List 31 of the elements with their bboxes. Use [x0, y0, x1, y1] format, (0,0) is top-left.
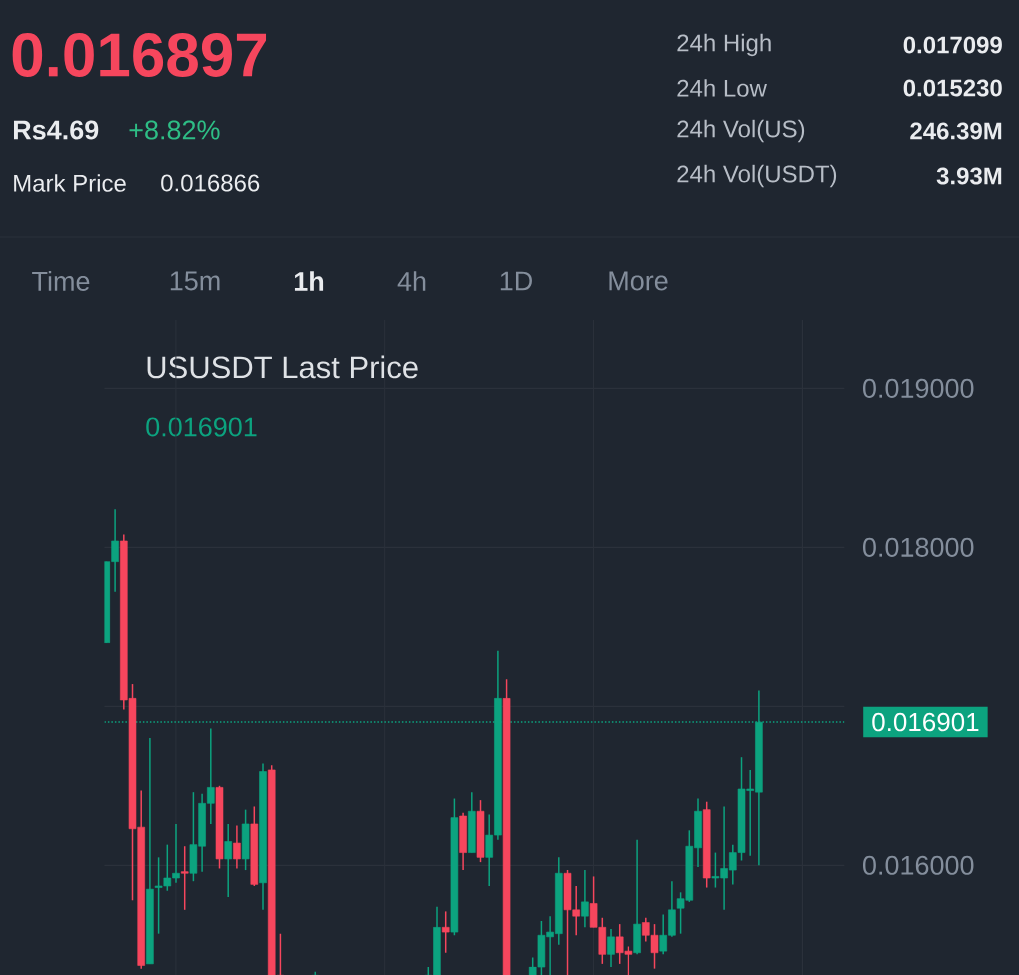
ref-line-label: 0.016901 [872, 712, 979, 732]
text: 0.017099 [903, 36, 1002, 54]
text: 0.015230 [903, 79, 1002, 97]
text: 246.39M [910, 122, 1002, 140]
text: +8.82% [129, 120, 220, 140]
text: 24h Vol(US) [677, 119, 805, 143]
text: 15m [170, 271, 220, 291]
y-tick-label: 0.019000 [862, 378, 974, 398]
text: 0.016866 [161, 174, 260, 192]
text: 24h Vol(USDT) [677, 164, 837, 188]
y-tick-label: 0.016000 [862, 855, 974, 875]
candlestick [441, 910, 450, 954]
text: 1D [500, 271, 532, 291]
text: 0.016897 [12, 33, 267, 77]
text: Time [32, 271, 90, 291]
candlestick [607, 928, 615, 968]
text: 24h Low [677, 79, 767, 97]
y-tick-label: 0.018000 [862, 537, 974, 557]
candlestick [233, 824, 241, 870]
text: 4h [397, 271, 426, 291]
text: 3.93M [936, 167, 1002, 185]
text: 1h [294, 271, 324, 291]
candlestick [224, 823, 232, 898]
text: USUSDT Last Price [147, 355, 418, 379]
text: More [609, 271, 668, 291]
text: 0.016901 [146, 417, 257, 437]
text: Rs4.69 [14, 120, 99, 140]
candlestick [180, 845, 189, 911]
text: Mark Price [14, 174, 126, 192]
text: 24h High [677, 33, 771, 57]
candlestick [581, 869, 589, 929]
